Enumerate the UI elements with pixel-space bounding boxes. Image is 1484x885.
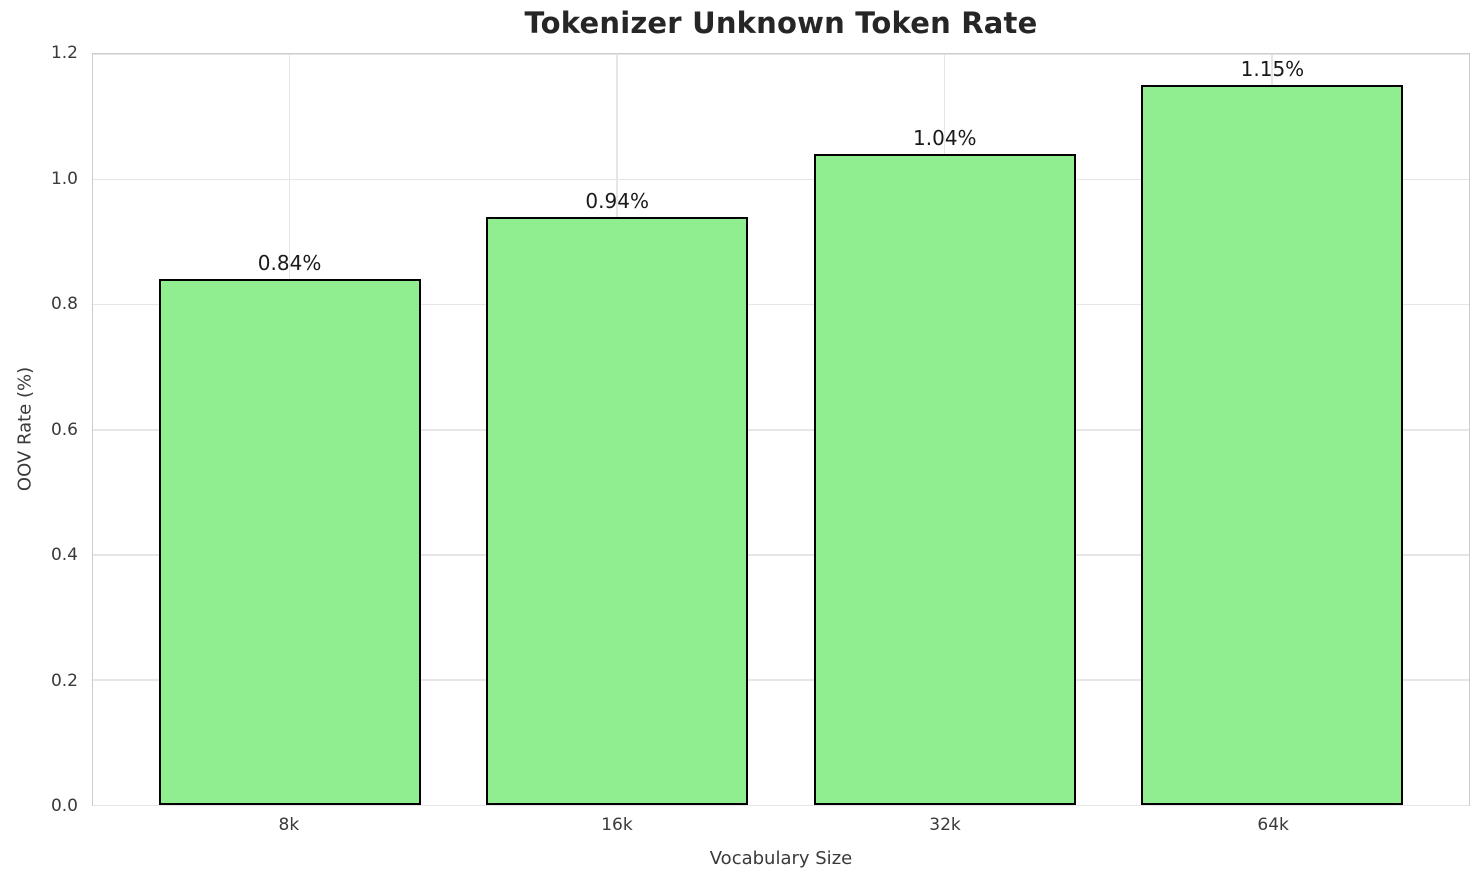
plot-area: 0.84% 0.94% 1.04% 1.15%: [92, 53, 1470, 806]
y-tick-label: 1.0: [50, 168, 78, 189]
x-tick-labels: 8k 16k 32k 64k: [92, 815, 1470, 841]
gridline-horizontal: [93, 554, 1469, 556]
chart-title: Tokenizer Unknown Token Rate: [524, 6, 1038, 40]
bar-32k: [813, 154, 1076, 805]
gridline-horizontal: [93, 429, 1469, 431]
x-tick-label: 8k: [278, 815, 300, 835]
bar-64k: [1141, 85, 1404, 805]
x-tick-label: 32k: [929, 815, 961, 835]
y-tick-label: 0.4: [50, 545, 78, 565]
x-tick-label: 16k: [601, 815, 633, 835]
gridline-horizontal: [93, 178, 1469, 181]
y-tick-label: 0.0: [50, 796, 78, 816]
y-tick-label: 0.6: [50, 419, 78, 440]
bar-value-label: 0.84%: [257, 251, 322, 276]
gridline-horizontal: [93, 679, 1469, 681]
y-tick-label: 1.2: [50, 43, 78, 63]
bar-16k: [486, 216, 749, 805]
bar-8k: [158, 279, 421, 805]
bar-value-label: 0.94%: [585, 188, 649, 213]
y-tick-label: 0.2: [50, 670, 78, 691]
bar-value-label: 1.15%: [1240, 57, 1305, 82]
gridline-horizontal: [93, 303, 1469, 306]
bar-value-label: 1.04%: [913, 126, 977, 151]
gridline-horizontal: [93, 804, 1469, 806]
gridline-horizontal: [93, 53, 1469, 55]
y-tick-labels: 0.0 0.2 0.4 0.6 0.8 1.0 1.2: [0, 43, 78, 816]
x-tick-label: 64k: [1257, 815, 1289, 835]
y-tick-label: 0.8: [50, 294, 78, 314]
x-axis-label: Vocabulary Size: [709, 848, 853, 869]
